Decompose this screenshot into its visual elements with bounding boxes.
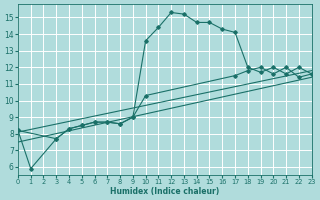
X-axis label: Humidex (Indice chaleur): Humidex (Indice chaleur) [110,187,220,196]
